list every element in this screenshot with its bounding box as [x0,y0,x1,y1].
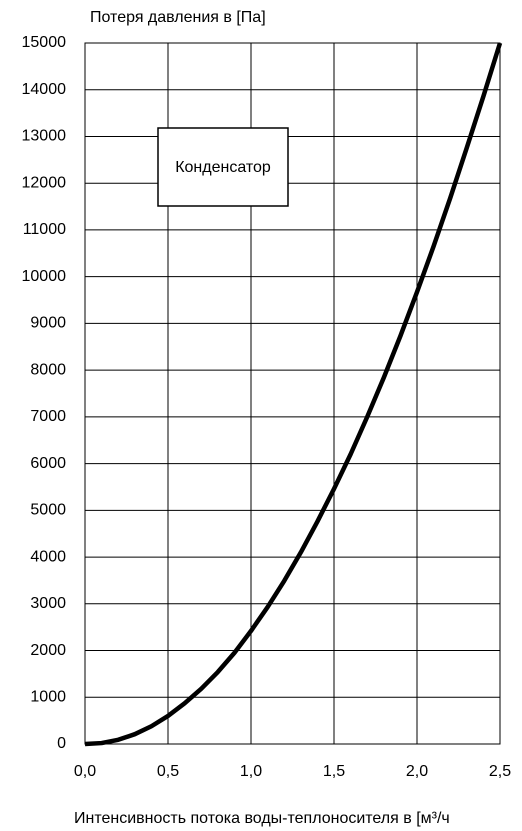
x-tick-label: 2,0 [406,763,428,780]
y-tick-label: 5000 [30,502,66,519]
y-tick-label: 8000 [30,361,66,378]
y-tick-label: 15000 [22,34,67,51]
x-tick-label: 1,5 [323,763,345,780]
x-tick-label: 1,0 [240,763,262,780]
y-tick-label: 3000 [30,595,66,612]
x-tick-label: 0,0 [74,763,96,780]
y-tick-label: 2000 [30,642,66,659]
y-tick-label: 0 [57,735,66,752]
y-tick-label: 11000 [23,221,66,238]
annotation: Конденсатор [175,159,271,176]
y-tick-label: 1000 [30,688,66,705]
x-tick-label: 2,5 [489,763,511,780]
annotation-box [157,127,289,207]
x-tick-label: 0,5 [157,763,179,780]
plot-area [84,42,501,745]
data-line [84,42,503,747]
y-tick-label: 14000 [22,81,67,98]
y-tick-label: 12000 [22,174,67,191]
y-tick-label: 9000 [30,315,66,332]
y-tick-label: 10000 [22,268,67,285]
y-tick-label: 7000 [30,408,66,425]
y-tick-label: 13000 [22,128,67,145]
y-tick-label: 6000 [30,455,66,472]
chart-title: Потеря давления в [Па] [90,9,266,26]
y-tick-label: 4000 [30,548,66,565]
x-axis-label: Интенсивность потока воды-теплоносителя … [74,810,450,827]
